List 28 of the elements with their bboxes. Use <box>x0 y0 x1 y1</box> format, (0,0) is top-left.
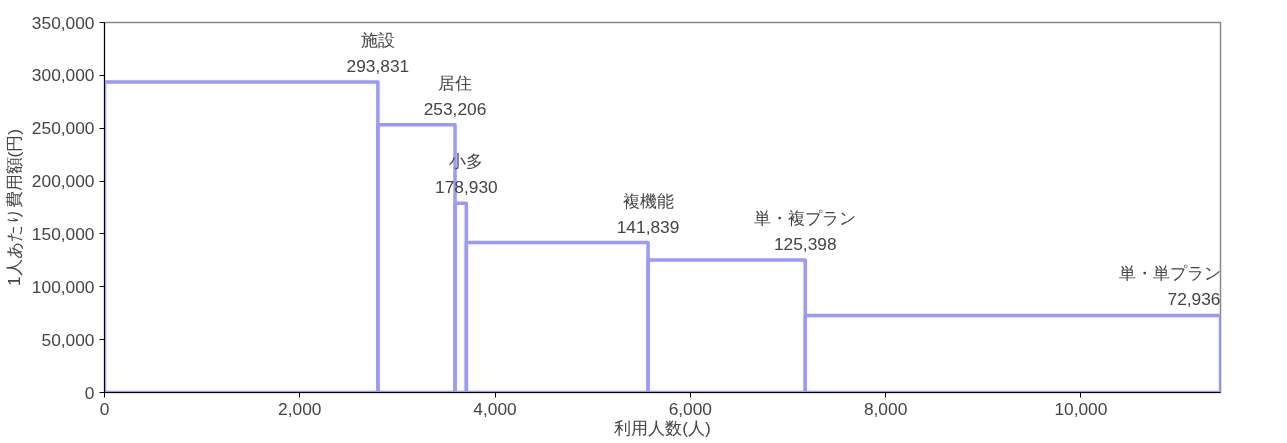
y-tick-label: 350,000 <box>31 12 95 33</box>
annotation: 単・複プラン <box>754 207 857 228</box>
x-tick-label: 2,000 <box>278 398 322 419</box>
data-label: 253,206 <box>423 98 487 119</box>
x-tick-label: 0 <box>99 398 110 419</box>
x-tick-label: 6,000 <box>668 398 713 419</box>
x-tick-label: 10,000 <box>1054 398 1108 419</box>
y-tick-label: 0 <box>84 382 95 403</box>
data-label: 141,839 <box>616 216 680 237</box>
data-label: 293,831 <box>346 55 410 76</box>
y-tick-label: 150,000 <box>31 223 95 244</box>
annotation: 単・単プラン <box>1118 263 1221 284</box>
data-label: 178,930 <box>435 177 498 198</box>
annotation: 居住 <box>438 72 473 93</box>
y-tick-label: 300,000 <box>31 65 95 86</box>
x-axis-title: 利用人数(人) <box>614 417 711 438</box>
data-label: 125,398 <box>773 233 837 254</box>
annotation: 施設 <box>360 29 395 50</box>
x-tick-label: 4,000 <box>473 398 517 419</box>
y-tick-label: 100,000 <box>31 276 95 297</box>
y-axis-title: 1人あたり費用額(円) <box>3 128 24 287</box>
y-tick-label: 250,000 <box>31 118 95 139</box>
annotation: 小多 <box>449 151 484 172</box>
data-label: 72,936 <box>1167 289 1221 310</box>
y-tick-label: 50,000 <box>41 329 95 350</box>
y-tick-label: 200,000 <box>31 171 95 192</box>
x-tick-label: 8,000 <box>863 398 908 419</box>
annotation: 複機能 <box>622 190 674 211</box>
